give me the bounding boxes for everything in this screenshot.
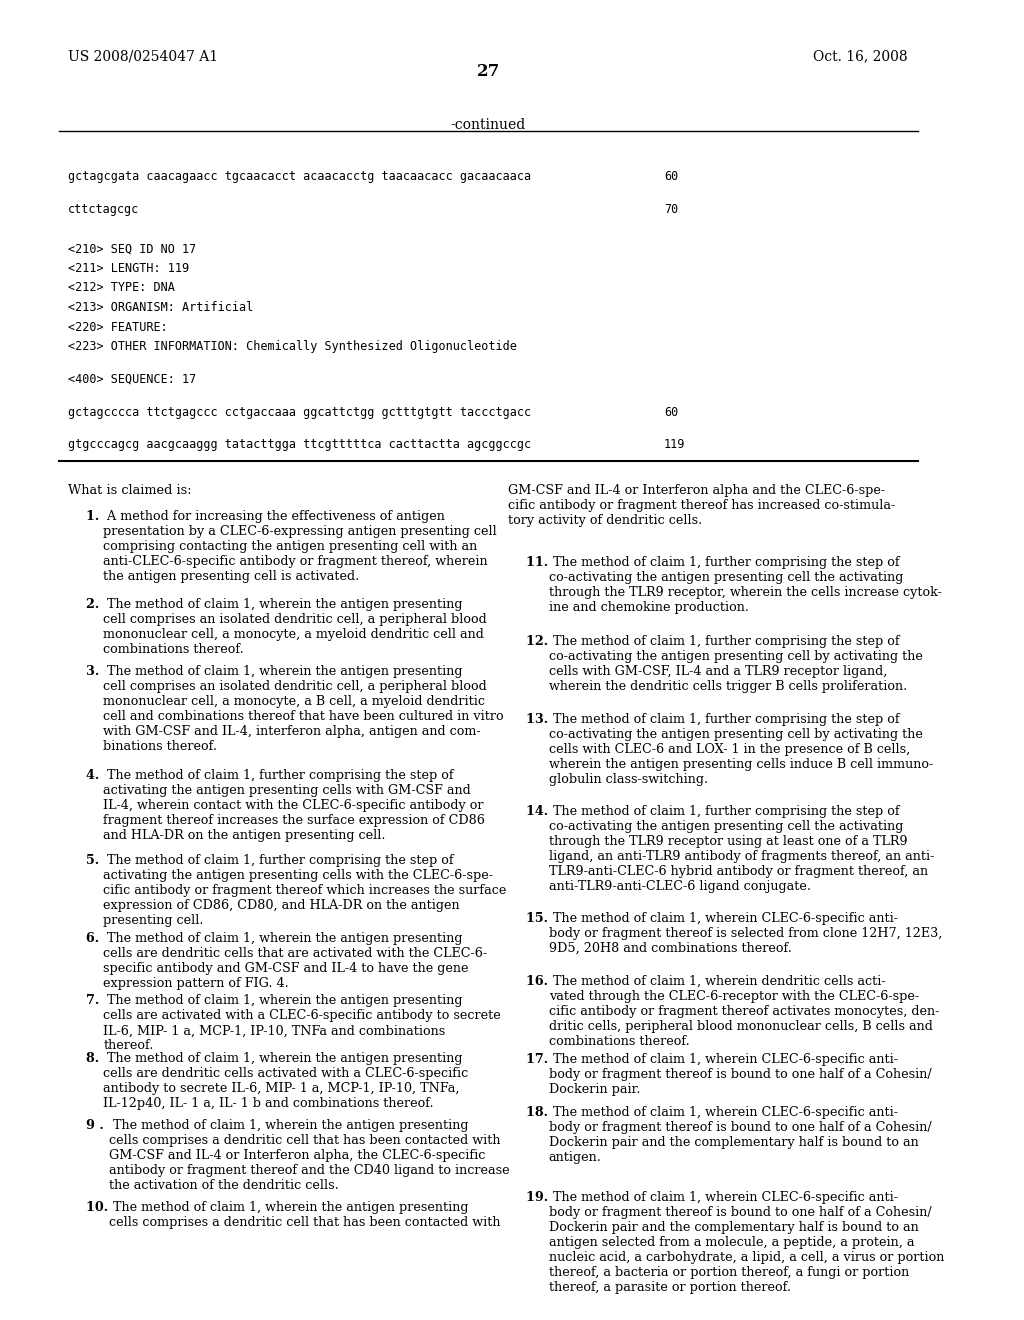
Text: gctagcccca ttctgagccc cctgaccaaa ggcattctgg gctttgtgtt taccctgacc: gctagcccca ttctgagccc cctgaccaaa ggcattc… bbox=[69, 405, 531, 418]
Text: The method of claim 1, wherein the antigen presenting
cells comprises a dendriti: The method of claim 1, wherein the antig… bbox=[110, 1201, 501, 1229]
Text: 17.: 17. bbox=[508, 1053, 548, 1067]
Text: 60: 60 bbox=[664, 405, 678, 418]
Text: 5.: 5. bbox=[69, 854, 99, 867]
Text: 7.: 7. bbox=[69, 994, 99, 1007]
Text: The method of claim 1, wherein the antigen presenting
cell comprises an isolated: The method of claim 1, wherein the antig… bbox=[103, 598, 487, 656]
Text: US 2008/0254047 A1: US 2008/0254047 A1 bbox=[69, 50, 218, 63]
Text: 2.: 2. bbox=[69, 598, 99, 611]
Text: 11.: 11. bbox=[508, 556, 548, 569]
Text: GM-CSF and IL-4 or Interferon alpha and the CLEC-6-spe-
cific antibody or fragme: GM-CSF and IL-4 or Interferon alpha and … bbox=[508, 484, 895, 527]
Text: 19.: 19. bbox=[508, 1191, 548, 1204]
Text: The method of claim 1, wherein the antigen presenting
cells are activated with a: The method of claim 1, wherein the antig… bbox=[103, 994, 501, 1052]
Text: The method of claim 1, further comprising the step of
co-activating the antigen : The method of claim 1, further comprisin… bbox=[549, 556, 941, 614]
Text: cttctagcgc: cttctagcgc bbox=[69, 203, 139, 215]
Text: The method of claim 1, wherein the antigen presenting
cell comprises an isolated: The method of claim 1, wherein the antig… bbox=[103, 665, 504, 752]
Text: 14.: 14. bbox=[508, 805, 548, 817]
Text: The method of claim 1, wherein the antigen presenting
cells are dendritic cells : The method of claim 1, wherein the antig… bbox=[103, 932, 487, 990]
Text: The method of claim 1, wherein dendritic cells acti-
vated through the CLEC-6-re: The method of claim 1, wherein dendritic… bbox=[549, 974, 939, 1048]
Text: The method of claim 1, wherein the antigen presenting
cells comprises a dendriti: The method of claim 1, wherein the antig… bbox=[110, 1119, 510, 1192]
Text: 70: 70 bbox=[664, 203, 678, 215]
Text: The method of claim 1, wherein CLEC-6-specific anti-
body or fragment thereof is: The method of claim 1, wherein CLEC-6-sp… bbox=[549, 1106, 931, 1164]
Text: The method of claim 1, wherein CLEC-6-specific anti-
body or fragment thereof is: The method of claim 1, wherein CLEC-6-sp… bbox=[549, 1053, 931, 1097]
Text: The method of claim 1, further comprising the step of
activating the antigen pre: The method of claim 1, further comprisin… bbox=[103, 854, 507, 928]
Text: The method of claim 1, further comprising the step of
co-activating the antigen : The method of claim 1, further comprisin… bbox=[549, 713, 933, 787]
Text: 6.: 6. bbox=[69, 932, 99, 945]
Text: Oct. 16, 2008: Oct. 16, 2008 bbox=[813, 50, 908, 63]
Text: gtgcccagcg aacgcaaggg tatacttgga ttcgtttttca cacttactta agcggccgc: gtgcccagcg aacgcaaggg tatacttgga ttcgttt… bbox=[69, 438, 531, 451]
Text: 13.: 13. bbox=[508, 713, 548, 726]
Text: 18.: 18. bbox=[508, 1106, 548, 1118]
Text: -continued: -continued bbox=[451, 117, 525, 132]
Text: The method of claim 1, wherein CLEC-6-specific anti-
body or fragment thereof is: The method of claim 1, wherein CLEC-6-sp… bbox=[549, 912, 942, 954]
Text: 10.: 10. bbox=[69, 1201, 109, 1214]
Text: gctagcgata caacagaacc tgcaacacct acaacacctg taacaacacc gacaacaaca: gctagcgata caacagaacc tgcaacacct acaacac… bbox=[69, 170, 531, 183]
Text: <223> OTHER INFORMATION: Chemically Synthesized Oligonucleotide: <223> OTHER INFORMATION: Chemically Synt… bbox=[69, 341, 517, 354]
Text: 1.: 1. bbox=[69, 511, 99, 523]
Text: The method of claim 1, further comprising the step of
co-activating the antigen : The method of claim 1, further comprisin… bbox=[549, 635, 923, 693]
Text: <210> SEQ ID NO 17: <210> SEQ ID NO 17 bbox=[69, 242, 197, 255]
Text: 3.: 3. bbox=[69, 665, 99, 677]
Text: 12.: 12. bbox=[508, 635, 548, 648]
Text: 15.: 15. bbox=[508, 912, 548, 925]
Text: The method of claim 1, wherein CLEC-6-specific anti-
body or fragment thereof is: The method of claim 1, wherein CLEC-6-sp… bbox=[549, 1191, 944, 1294]
Text: <220> FEATURE:: <220> FEATURE: bbox=[69, 321, 168, 334]
Text: The method of claim 1, further comprising the step of
activating the antigen pre: The method of claim 1, further comprisin… bbox=[103, 770, 485, 842]
Text: <213> ORGANISM: Artificial: <213> ORGANISM: Artificial bbox=[69, 301, 254, 314]
Text: The method of claim 1, further comprising the step of
co-activating the antigen : The method of claim 1, further comprisin… bbox=[549, 805, 934, 892]
Text: A method for increasing the effectiveness of antigen
presentation by a CLEC-6-ex: A method for increasing the effectivenes… bbox=[103, 511, 498, 583]
Text: 9 .: 9 . bbox=[69, 1119, 104, 1131]
Text: 4.: 4. bbox=[69, 770, 99, 783]
Text: 27: 27 bbox=[476, 63, 500, 79]
Text: The method of claim 1, wherein the antigen presenting
cells are dendritic cells : The method of claim 1, wherein the antig… bbox=[103, 1052, 469, 1110]
Text: 119: 119 bbox=[664, 438, 685, 451]
Text: <400> SEQUENCE: 17: <400> SEQUENCE: 17 bbox=[69, 374, 197, 385]
Text: <212> TYPE: DNA: <212> TYPE: DNA bbox=[69, 281, 175, 294]
Text: 16.: 16. bbox=[508, 974, 548, 987]
Text: <211> LENGTH: 119: <211> LENGTH: 119 bbox=[69, 261, 189, 275]
Text: 60: 60 bbox=[664, 170, 678, 183]
Text: What is claimed is:: What is claimed is: bbox=[69, 484, 191, 498]
Text: 8.: 8. bbox=[69, 1052, 99, 1065]
